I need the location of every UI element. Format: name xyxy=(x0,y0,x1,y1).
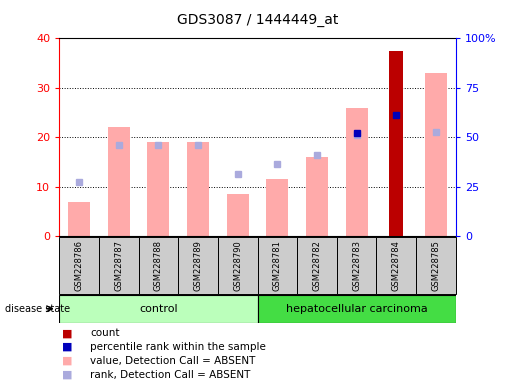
Bar xyxy=(376,237,416,294)
Text: ■: ■ xyxy=(62,356,72,366)
Text: GSM228782: GSM228782 xyxy=(313,240,321,291)
Text: hepatocellular carcinoma: hepatocellular carcinoma xyxy=(286,304,427,314)
Bar xyxy=(187,142,209,236)
Bar xyxy=(99,237,139,294)
Bar xyxy=(266,179,288,236)
Bar xyxy=(297,237,337,294)
Text: value, Detection Call = ABSENT: value, Detection Call = ABSENT xyxy=(90,356,255,366)
Bar xyxy=(258,295,456,323)
Bar xyxy=(218,237,258,294)
Bar xyxy=(139,237,178,294)
Bar xyxy=(68,202,90,236)
Text: GSM228781: GSM228781 xyxy=(273,240,282,291)
Bar xyxy=(178,237,218,294)
Bar xyxy=(389,51,403,236)
Bar xyxy=(306,157,328,236)
Text: GSM228786: GSM228786 xyxy=(75,240,83,291)
Text: ■: ■ xyxy=(62,370,72,380)
Text: GSM228783: GSM228783 xyxy=(352,240,361,291)
Text: disease state: disease state xyxy=(5,304,70,314)
Bar xyxy=(258,237,297,294)
Text: GSM228788: GSM228788 xyxy=(154,240,163,291)
Text: GDS3087 / 1444449_at: GDS3087 / 1444449_at xyxy=(177,13,338,27)
Bar xyxy=(59,295,258,323)
Bar xyxy=(147,142,169,236)
Text: GSM228785: GSM228785 xyxy=(432,240,440,291)
Text: GSM228789: GSM228789 xyxy=(194,240,202,291)
Bar xyxy=(59,237,99,294)
Text: GSM228790: GSM228790 xyxy=(233,240,242,291)
Text: control: control xyxy=(139,304,178,314)
Bar xyxy=(425,73,447,236)
Bar xyxy=(346,108,368,236)
Text: ■: ■ xyxy=(62,342,72,352)
Text: percentile rank within the sample: percentile rank within the sample xyxy=(90,342,266,352)
Bar xyxy=(337,237,376,294)
Text: ■: ■ xyxy=(62,328,72,338)
Text: count: count xyxy=(90,328,119,338)
Bar xyxy=(416,237,456,294)
Text: rank, Detection Call = ABSENT: rank, Detection Call = ABSENT xyxy=(90,370,250,380)
Text: GSM228787: GSM228787 xyxy=(114,240,123,291)
Bar xyxy=(227,194,249,236)
Text: GSM228784: GSM228784 xyxy=(392,240,401,291)
Bar xyxy=(108,127,130,236)
